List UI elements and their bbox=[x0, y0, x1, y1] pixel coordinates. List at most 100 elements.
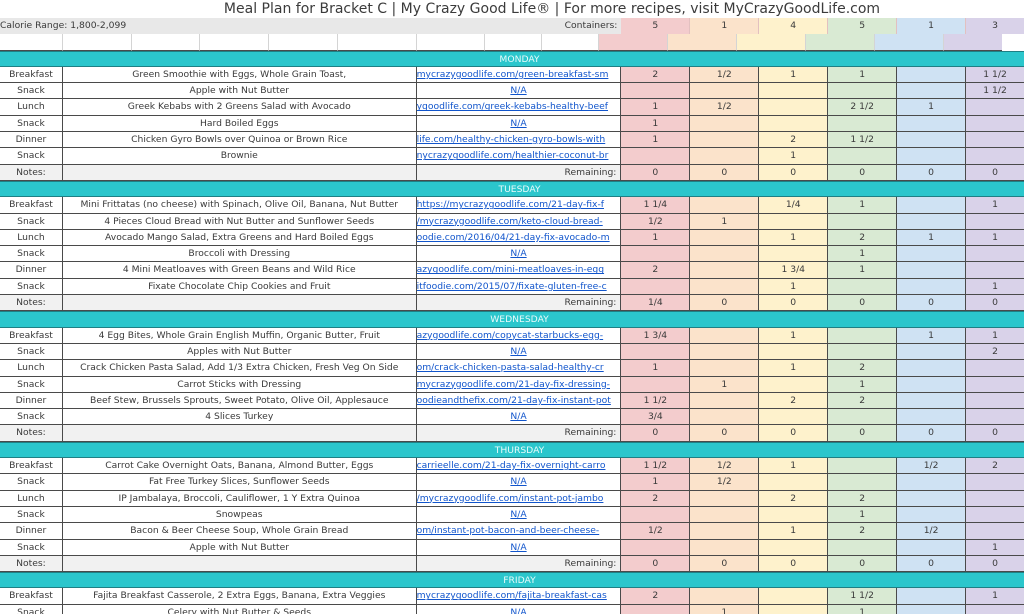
container-purple-cell[interactable]: 1 1/2 bbox=[966, 66, 1024, 84]
container-yellow-cell[interactable]: 2 bbox=[759, 392, 829, 410]
container-red-cell[interactable]: 1 1/2 bbox=[621, 458, 691, 475]
remaining-red-cell[interactable]: 0 bbox=[621, 425, 691, 442]
remaining-green-cell[interactable]: 0 bbox=[828, 164, 898, 181]
recipe-link-cell[interactable]: oodie.com/2016/04/21-day-fix-avocado-m bbox=[416, 229, 622, 247]
container-purple-cell[interactable]: 1 bbox=[966, 197, 1024, 214]
container-red-cell[interactable]: 2 bbox=[621, 588, 691, 605]
recipe-link[interactable]: N/A bbox=[510, 248, 527, 260]
container-yellow-cell[interactable] bbox=[759, 409, 829, 426]
recipe-link[interactable]: om/instant-pot-bacon-and-beer-cheese- bbox=[416, 525, 600, 537]
container-orange-cell[interactable] bbox=[690, 262, 760, 279]
container-red-cell[interactable]: 2 bbox=[621, 490, 691, 507]
meal-type-cell[interactable]: Lunch bbox=[0, 229, 63, 247]
container-orange-cell[interactable]: 1/2 bbox=[690, 66, 760, 84]
remaining-purple-cell[interactable]: 0 bbox=[966, 555, 1024, 573]
container-orange-cell[interactable] bbox=[690, 246, 760, 263]
recipe-link[interactable]: /mycrazygoodlife.com/keto-cloud-bread- bbox=[416, 215, 603, 227]
container-orange-cell[interactable]: 1/2 bbox=[690, 99, 760, 116]
container-orange-cell[interactable] bbox=[690, 392, 760, 410]
blank-cell[interactable] bbox=[875, 34, 944, 51]
container-orange-cell[interactable] bbox=[690, 490, 760, 507]
recipe-link-cell[interactable]: azygoodlife.com/mini-meatloaves-in-egg bbox=[416, 262, 622, 279]
recipe-link-cell[interactable]: azygoodlife.com/copycat-starbucks-egg- bbox=[416, 327, 622, 344]
container-green-cell[interactable]: 1 bbox=[828, 66, 898, 84]
meal-description-cell[interactable]: 4 Slices Turkey bbox=[62, 409, 417, 426]
container-count-green[interactable]: 5 bbox=[828, 18, 898, 35]
recipe-link-cell[interactable]: carrieelle.com/21-day-fix-overnight-carr… bbox=[416, 458, 622, 475]
container-yellow-cell[interactable]: 2 bbox=[759, 132, 829, 149]
recipe-link-cell[interactable]: /mycrazygoodlife.com/instant-pot-jambo bbox=[416, 490, 622, 507]
container-purple-cell[interactable] bbox=[966, 604, 1024, 614]
remaining-orange-cell[interactable]: 0 bbox=[690, 555, 760, 573]
container-orange-cell[interactable]: 1/2 bbox=[690, 474, 760, 491]
blank-cell[interactable] bbox=[944, 34, 1002, 51]
recipe-link-cell[interactable]: N/A bbox=[416, 246, 622, 263]
blank-cell[interactable] bbox=[132, 34, 200, 51]
container-orange-cell[interactable] bbox=[690, 409, 760, 426]
container-blue-cell[interactable] bbox=[897, 197, 967, 214]
recipe-link[interactable]: oodieandthefix.com/21-day-fix-instant-po… bbox=[416, 394, 611, 406]
container-green-cell[interactable]: 1 bbox=[828, 246, 898, 263]
meal-description-cell[interactable]: Green Smoothie with Eggs, Whole Grain To… bbox=[62, 66, 417, 84]
container-red-cell[interactable] bbox=[621, 506, 691, 524]
remaining-green-cell[interactable]: 0 bbox=[828, 425, 898, 442]
container-purple-cell[interactable] bbox=[966, 262, 1024, 279]
container-red-cell[interactable]: 1 1/2 bbox=[621, 392, 691, 410]
container-blue-cell[interactable] bbox=[897, 246, 967, 263]
container-yellow-cell[interactable]: 1 bbox=[759, 148, 829, 165]
meal-description-cell[interactable]: 4 Mini Meatloaves with Green Beans and W… bbox=[62, 262, 417, 279]
container-yellow-cell[interactable] bbox=[759, 588, 829, 605]
recipe-link[interactable]: oodie.com/2016/04/21-day-fix-avocado-m bbox=[416, 231, 610, 243]
container-orange-cell[interactable] bbox=[690, 278, 760, 296]
container-blue-cell[interactable] bbox=[897, 506, 967, 524]
container-yellow-cell[interactable] bbox=[759, 213, 829, 230]
meal-description-cell[interactable]: Avocado Mango Salad, Extra Greens and Ha… bbox=[62, 229, 417, 247]
recipe-link[interactable]: N/A bbox=[510, 117, 527, 129]
notes-cell[interactable] bbox=[62, 555, 417, 573]
recipe-link-cell[interactable]: nycrazygoodlife.com/healthier-coconut-br bbox=[416, 148, 622, 165]
meal-type-cell[interactable]: Snack bbox=[0, 474, 63, 491]
meal-description-cell[interactable]: Fajita Breakfast Casserole, 2 Extra Eggs… bbox=[62, 588, 417, 605]
blank-cell[interactable] bbox=[806, 34, 875, 51]
blank-cell[interactable] bbox=[485, 34, 542, 51]
container-green-cell[interactable]: 1 bbox=[828, 376, 898, 393]
container-yellow-cell[interactable] bbox=[759, 506, 829, 524]
container-green-cell[interactable] bbox=[828, 474, 898, 491]
container-blue-cell[interactable] bbox=[897, 604, 967, 614]
container-green-cell[interactable]: 1 bbox=[828, 604, 898, 614]
container-red-cell[interactable]: 1 3/4 bbox=[621, 327, 691, 344]
recipe-link-cell[interactable]: https://mycrazygoodlife.com/21-day-fix-f bbox=[416, 197, 622, 214]
container-yellow-cell[interactable] bbox=[759, 115, 829, 133]
container-count-blue[interactable]: 1 bbox=[897, 18, 967, 35]
meal-type-cell[interactable]: Snack bbox=[0, 246, 63, 263]
containers-label[interactable]: Containers: bbox=[559, 18, 622, 35]
remaining-purple-cell[interactable]: 0 bbox=[966, 295, 1024, 312]
container-green-cell[interactable]: 1 bbox=[828, 506, 898, 524]
container-red-cell[interactable]: 1 bbox=[621, 360, 691, 377]
container-blue-cell[interactable] bbox=[897, 490, 967, 507]
recipe-link[interactable]: N/A bbox=[510, 541, 527, 553]
recipe-link[interactable]: https://mycrazygoodlife.com/21-day-fix-f bbox=[416, 199, 604, 211]
remaining-green-cell[interactable]: 0 bbox=[828, 555, 898, 573]
container-green-cell[interactable]: 1 bbox=[828, 262, 898, 279]
meal-description-cell[interactable]: Snowpeas bbox=[62, 506, 417, 524]
meal-description-cell[interactable]: Apple with Nut Butter bbox=[62, 83, 417, 100]
container-red-cell[interactable]: 1 1/4 bbox=[621, 197, 691, 214]
container-red-cell[interactable] bbox=[621, 148, 691, 165]
container-blue-cell[interactable] bbox=[897, 132, 967, 149]
remaining-green-cell[interactable]: 0 bbox=[828, 295, 898, 312]
meal-type-cell[interactable]: Snack bbox=[0, 148, 63, 165]
container-blue-cell[interactable] bbox=[897, 474, 967, 491]
meal-type-cell[interactable]: Dinner bbox=[0, 262, 63, 279]
container-green-cell[interactable] bbox=[828, 115, 898, 133]
meal-description-cell[interactable]: Celery with Nut Butter & Seeds bbox=[63, 604, 417, 614]
remaining-red-cell[interactable]: 0 bbox=[621, 555, 691, 573]
container-orange-cell[interactable]: 1/2 bbox=[690, 458, 760, 475]
recipe-link[interactable]: carrieelle.com/21-day-fix-overnight-carr… bbox=[416, 460, 606, 472]
recipe-link-cell[interactable]: N/A bbox=[417, 604, 622, 614]
recipe-link-cell[interactable]: oodieandthefix.com/21-day-fix-instant-po… bbox=[416, 392, 622, 410]
container-blue-cell[interactable] bbox=[897, 360, 967, 377]
container-green-cell[interactable]: 1 1/2 bbox=[828, 132, 898, 149]
recipe-link-cell[interactable]: N/A bbox=[416, 409, 622, 426]
meal-description-cell[interactable]: Bacon & Beer Cheese Soup, Whole Grain Br… bbox=[62, 523, 417, 540]
